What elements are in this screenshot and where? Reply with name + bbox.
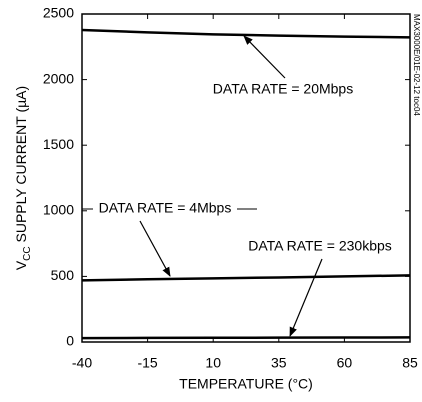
y-axis-label: VCC SUPPLY CURRENT (µA) (13, 86, 33, 270)
annotation: DATA RATE = 20Mbps (213, 81, 353, 97)
x-axis-label: TEMPERATURE (°C) (179, 376, 313, 392)
y-axis-label-part: SUPPLY CURRENT (µA) (13, 86, 29, 247)
x-tick-label: -15 (137, 355, 157, 371)
y-axis-label-part: CC (22, 246, 33, 260)
arrow (289, 258, 323, 337)
x-tick-label: 85 (402, 355, 418, 371)
x-tick-label: -40 (72, 355, 92, 371)
plot-frame (81, 13, 411, 343)
annotation-bg (91, 199, 239, 219)
y-tick-label: 0 (66, 333, 74, 349)
annotation: DATA RATE = 4Mbps (99, 200, 232, 216)
arrow (243, 35, 286, 79)
annotation-bg (209, 80, 357, 100)
y-tick-label: 2000 (43, 70, 74, 86)
data-line (81, 274, 411, 282)
side-note: MAX3000E/01E-02-12 toc04 (412, 14, 421, 116)
y-tick-label: 500 (51, 267, 75, 283)
annotation: DATA RATE = 230kbps (248, 238, 392, 254)
arrow (139, 220, 171, 277)
y-tick-label: 2500 (43, 5, 74, 21)
annotation-bg (246, 237, 394, 257)
y-tick-label: 1500 (43, 136, 74, 152)
y-axis-label-part: V (13, 260, 29, 270)
x-tick-label: 60 (337, 355, 353, 371)
y-tick-label: 1000 (43, 202, 74, 218)
data-line (81, 336, 411, 340)
x-tick-label: 35 (271, 355, 287, 371)
x-tick-label: 10 (205, 355, 221, 371)
data-line (81, 28, 411, 39)
